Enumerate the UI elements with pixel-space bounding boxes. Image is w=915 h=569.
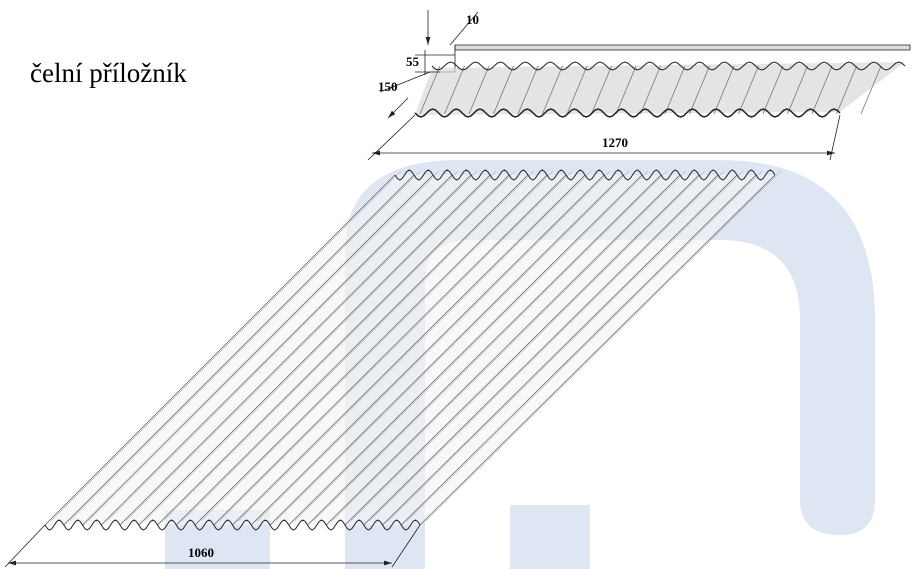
sheet-line bbox=[50, 170, 402, 522]
dimension-lines bbox=[4, 10, 841, 568]
sheet-line bbox=[313, 170, 668, 522]
sheet-line bbox=[363, 174, 719, 526]
sheet-line bbox=[591, 65, 612, 115]
sheet-line bbox=[101, 174, 453, 526]
sheet-line bbox=[238, 170, 592, 522]
sheet-line bbox=[44, 519, 421, 531]
sheet-line bbox=[275, 170, 630, 522]
sheet-line bbox=[63, 174, 415, 526]
sheet-line bbox=[200, 170, 554, 522]
sheet-line bbox=[350, 170, 706, 522]
sheet-line bbox=[415, 62, 905, 115]
sheet-line bbox=[45, 175, 775, 525]
sheet-line bbox=[69, 170, 421, 522]
sheet-line bbox=[251, 174, 605, 526]
sheet-line bbox=[332, 170, 687, 522]
sheet-line bbox=[138, 174, 491, 526]
sheet-line bbox=[419, 65, 441, 115]
sheet-line bbox=[542, 65, 563, 115]
sheet-line bbox=[811, 65, 833, 115]
sheet-line bbox=[107, 170, 459, 522]
sheet-line bbox=[176, 174, 529, 526]
sheet-line bbox=[414, 108, 841, 118]
sheet-line bbox=[194, 174, 548, 526]
dim-length: 1270 bbox=[602, 135, 628, 150]
sheet-line bbox=[288, 174, 643, 526]
sheet-line bbox=[836, 65, 857, 115]
sheet-line bbox=[454, 44, 911, 51]
dim-width: 1060 bbox=[188, 545, 214, 560]
sheet-line bbox=[344, 174, 700, 526]
dim-overlap: 150 bbox=[378, 79, 398, 94]
sheet-line bbox=[144, 170, 497, 522]
sheet-line bbox=[787, 65, 808, 115]
sheet-line bbox=[689, 65, 710, 115]
sheet-line bbox=[219, 170, 573, 522]
sheet-line bbox=[738, 65, 759, 115]
sheet-line bbox=[425, 170, 782, 522]
sheet-line bbox=[88, 170, 440, 522]
sheet-line bbox=[394, 169, 776, 181]
sheet-line bbox=[269, 174, 624, 526]
sheet-line bbox=[388, 170, 744, 522]
sheet-line bbox=[232, 174, 586, 526]
title: čelní příložník bbox=[30, 58, 187, 88]
sheet-line bbox=[566, 65, 588, 115]
sheet-line bbox=[307, 174, 662, 526]
sheet-line bbox=[369, 170, 725, 522]
sheet-line bbox=[419, 174, 776, 526]
sheet-line bbox=[664, 65, 686, 115]
sheet-line bbox=[615, 65, 637, 115]
sheet-line bbox=[382, 174, 738, 526]
sheet-line bbox=[468, 65, 490, 115]
sheet-line bbox=[762, 65, 784, 115]
sheet-line bbox=[44, 174, 396, 526]
sheet-line bbox=[213, 174, 567, 526]
sheet-line bbox=[119, 174, 472, 526]
sheet-line bbox=[431, 61, 906, 71]
sheet-line bbox=[163, 170, 516, 522]
sheet-line bbox=[713, 65, 735, 115]
sheet-line bbox=[860, 65, 882, 115]
sheet-line bbox=[294, 170, 649, 522]
sheet-line bbox=[401, 174, 757, 526]
sheet-line bbox=[493, 65, 514, 115]
sheet-line bbox=[517, 65, 539, 115]
sheet-line bbox=[444, 65, 465, 115]
sheet-line bbox=[326, 174, 681, 526]
sheet-line bbox=[182, 170, 535, 522]
sheets bbox=[44, 44, 911, 531]
dim-height: 55 bbox=[406, 54, 420, 69]
sheet-line bbox=[82, 174, 434, 526]
sheet-line bbox=[157, 174, 510, 526]
sheet-line bbox=[125, 170, 478, 522]
sheet-line bbox=[257, 170, 611, 522]
sheet-line bbox=[407, 170, 763, 522]
dim-thickness: 10 bbox=[466, 12, 479, 27]
sheet-line bbox=[640, 65, 661, 115]
